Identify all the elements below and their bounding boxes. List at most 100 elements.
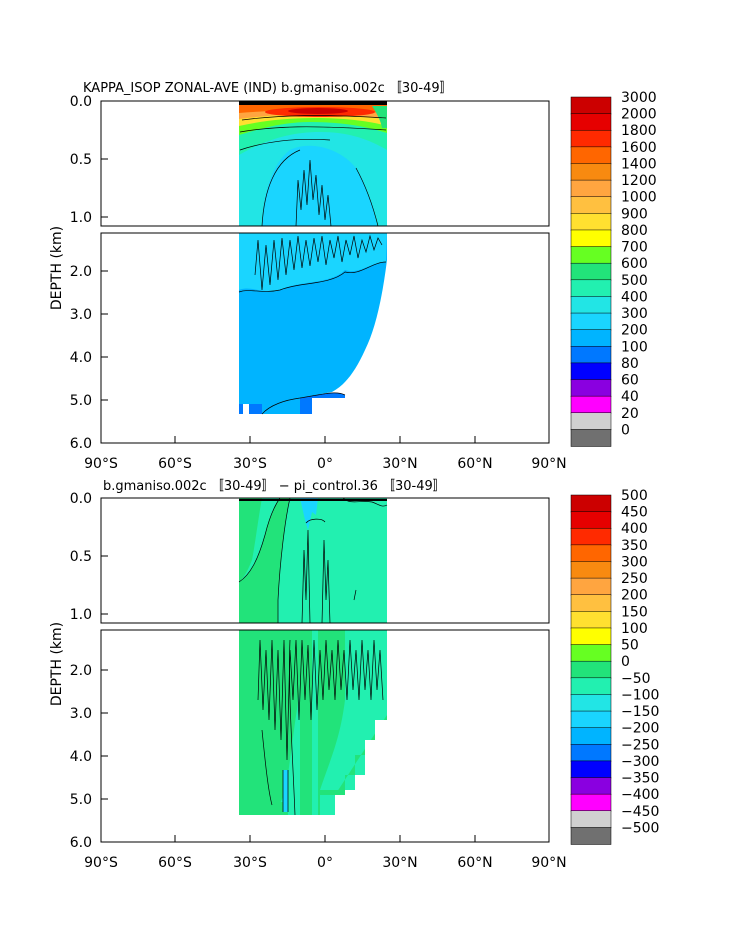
colorbar-swatch — [570, 246, 612, 264]
colorbar-label: 150 — [621, 604, 648, 620]
colorbar-swatch — [570, 279, 612, 298]
colorbar-swatch — [570, 146, 612, 165]
panel-2-xtick: 60°N — [457, 855, 492, 871]
panel-1-ytick: 0.5 — [70, 152, 92, 168]
panel-1-upper-field — [239, 101, 387, 226]
colorbar-label: 200 — [621, 323, 648, 339]
colorbar-swatch — [570, 329, 612, 348]
colorbar-label: 0 — [621, 654, 630, 670]
panel-2-ytick: 1.0 — [70, 607, 92, 623]
panel-2-ytick: 6.0 — [70, 835, 92, 851]
colorbar-swatch — [570, 810, 612, 829]
colorbar-label: 900 — [621, 206, 648, 222]
panel-1-lower-field — [238, 233, 387, 415]
colorbar-label: −400 — [621, 787, 659, 803]
colorbar-label: −250 — [621, 737, 659, 753]
colorbar-label: 250 — [621, 571, 648, 587]
colorbar-swatch — [570, 129, 612, 148]
panel-2: b.gmaniso.002c 〚30-49〛 − pi_control.36 〚… — [49, 479, 659, 871]
colorbar-swatch — [570, 527, 612, 546]
colorbar-label: −100 — [621, 687, 659, 703]
colorbar-label: 50 — [621, 638, 639, 654]
panel-2-ytick: 3.0 — [70, 706, 92, 722]
panel-2-upper-frame — [100, 497, 550, 624]
colorbar-swatch — [570, 362, 612, 381]
colorbar-label: 1800 — [621, 123, 657, 139]
colorbar-label: 500 — [621, 488, 648, 504]
colorbar-swatch — [570, 710, 612, 729]
colorbar-label: −50 — [621, 671, 651, 687]
panel-2-xtick: 90°N — [531, 855, 566, 871]
panel-2-ytick: 0.5 — [70, 549, 92, 565]
panel-1-colorbar-labels: 3000200018001600140012001000900800700600… — [621, 90, 657, 438]
colorbar-swatch — [570, 727, 612, 746]
panel-1-ytick: 4.0 — [70, 350, 92, 366]
colorbar-label: 300 — [621, 554, 648, 570]
colorbar-label: 400 — [621, 289, 648, 305]
colorbar-swatch — [570, 312, 612, 331]
colorbar-swatch — [570, 644, 612, 662]
colorbar-swatch — [570, 744, 612, 762]
panel-1-xtick: 30°N — [382, 456, 417, 472]
panel-1-xtick: 60°N — [457, 456, 492, 472]
colorbar-swatch — [570, 395, 612, 414]
panel-1-ytick: 1.0 — [70, 210, 92, 226]
colorbar-swatch — [570, 96, 612, 115]
colorbar-swatch — [570, 577, 612, 596]
colorbar-swatch — [570, 379, 612, 397]
colorbar-swatch — [570, 429, 612, 447]
colorbar-swatch — [570, 262, 612, 281]
colorbar-label: 20 — [621, 406, 639, 422]
colorbar-swatch — [570, 113, 612, 131]
colorbar-label: −450 — [621, 804, 659, 820]
colorbar-swatch — [570, 694, 612, 712]
colorbar-label: 3000 — [621, 90, 657, 106]
colorbar-label: −300 — [621, 754, 659, 770]
colorbar-swatch — [570, 660, 612, 679]
colorbar-swatch — [570, 544, 612, 563]
panel-2-xtick: 90°S — [84, 855, 118, 871]
panel-1-xtick: 60°S — [158, 456, 192, 472]
colorbar-swatch — [570, 594, 612, 613]
colorbar-swatch — [570, 213, 612, 231]
colorbar-swatch — [570, 827, 612, 845]
colorbar-label: 1000 — [621, 190, 657, 206]
panel-2-lower-field — [239, 630, 387, 842]
colorbar-swatch — [570, 511, 612, 529]
colorbar-label: −200 — [621, 721, 659, 737]
colorbar-label: −350 — [621, 771, 659, 787]
colorbar-swatch — [570, 760, 612, 779]
panel-2-xtick: 30°S — [233, 855, 267, 871]
colorbar-swatch — [570, 346, 612, 364]
panel-1-ytick: 3.0 — [70, 307, 92, 323]
panel-2-ticks — [101, 497, 476, 842]
colorbar-label: 450 — [621, 505, 648, 521]
colorbar-label: 200 — [621, 588, 648, 604]
colorbar-label: 800 — [621, 223, 648, 239]
colorbar-label: 40 — [621, 389, 639, 405]
panel-1-ytick: 5.0 — [70, 393, 92, 409]
colorbar-swatch — [570, 627, 612, 646]
panel-2-ylabel: DEPTH (km) — [49, 622, 65, 706]
colorbar-label: 1400 — [621, 156, 657, 172]
colorbar-label: 100 — [621, 339, 648, 355]
panel-1: KAPPA_ISOP ZONAL-AVE (IND) b.gmaniso.002… — [49, 81, 657, 472]
panel-1-colorbar — [570, 96, 612, 447]
panel-2-title: b.gmaniso.002c 〚30-49〛 − pi_control.36 〚… — [103, 479, 446, 494]
panel-1-title: KAPPA_ISOP ZONAL-AVE (IND) b.gmaniso.002… — [83, 81, 453, 96]
colorbar-label: −150 — [621, 704, 659, 720]
panel-2-ytick: 4.0 — [70, 749, 92, 765]
colorbar-label: 0 — [621, 422, 630, 438]
panel-2-xtick: 30°N — [382, 855, 417, 871]
colorbar-swatch — [570, 179, 612, 198]
panel-1-ytick: 2.0 — [70, 264, 92, 280]
colorbar-swatch — [570, 412, 612, 431]
colorbar-swatch — [570, 793, 612, 812]
panel-1-xtick: 30°S — [233, 456, 267, 472]
panel-2-ytick: 5.0 — [70, 792, 92, 808]
colorbar-swatch — [570, 611, 612, 629]
panel-2-colorbar — [570, 494, 612, 845]
panel-2-ytick: 0.0 — [70, 491, 92, 507]
colorbar-label: 80 — [621, 356, 639, 372]
